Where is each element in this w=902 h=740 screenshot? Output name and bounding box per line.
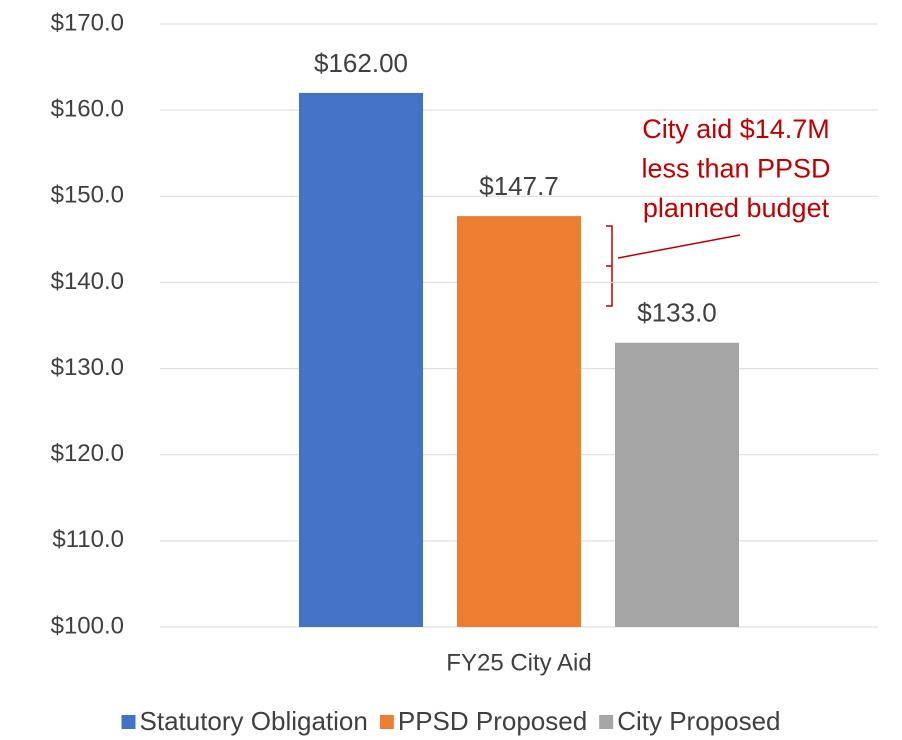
y-tick-label: $160.0 — [51, 95, 124, 122]
data-label: $133.0 — [637, 298, 717, 328]
y-tick-label: $120.0 — [51, 440, 124, 467]
legend-label: City Proposed — [617, 706, 780, 736]
legend-swatch — [121, 715, 136, 729]
annotation: City aid $14.7M — [642, 114, 830, 144]
legend-swatch — [599, 715, 614, 729]
y-tick-label: $150.0 — [51, 182, 124, 209]
y-tick-label: $170.0 — [51, 9, 124, 36]
bar — [457, 216, 581, 627]
legend-label: PPSD Proposed — [398, 706, 587, 736]
legend-swatch — [379, 715, 394, 729]
data-label: $147.7 — [479, 171, 559, 201]
annotation: less than PPSD — [641, 154, 830, 184]
legend-label: Statutory Obligation — [140, 706, 368, 736]
y-tick-label: $100.0 — [51, 612, 124, 639]
y-tick-label: $130.0 — [51, 354, 124, 381]
annotation-leader — [617, 234, 741, 259]
y-tick-label: $110.0 — [52, 526, 124, 553]
x-tick-label: FY25 City Aid — [446, 649, 591, 676]
bar — [615, 342, 739, 627]
bracket — [606, 225, 613, 307]
data-label: $162.00 — [314, 48, 408, 78]
annotation: planned budget — [643, 193, 830, 223]
bar — [299, 92, 423, 627]
y-tick-label: $140.0 — [51, 268, 124, 295]
